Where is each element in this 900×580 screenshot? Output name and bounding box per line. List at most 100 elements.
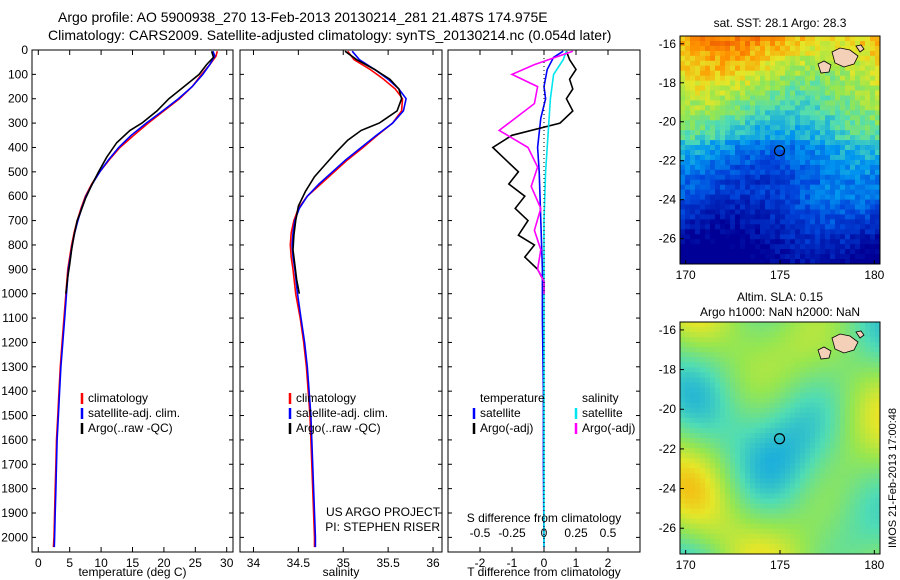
heatmap-cell [710, 543, 716, 550]
heatmap-cell [735, 229, 741, 235]
heatmap-cell [790, 219, 796, 225]
heatmap-cell [850, 199, 856, 206]
heatmap-cell [690, 412, 696, 419]
heatmap-cell [830, 85, 836, 92]
heatmap-cell [685, 259, 691, 264]
heatmap-cell [760, 342, 766, 348]
heatmap-cell [800, 65, 806, 72]
heatmap-cell [750, 322, 756, 328]
heatmap-cell [765, 110, 771, 116]
heatmap-cell [850, 184, 856, 191]
heatmap-cell [800, 45, 806, 52]
heatmap-cell [750, 95, 756, 102]
map-x-tick-label: 180 [864, 268, 884, 282]
heatmap-cell [680, 523, 686, 530]
heatmap-cell [860, 120, 866, 126]
heatmap-cell [760, 45, 766, 52]
heatmap-cell [685, 483, 691, 489]
heatmap-cell [730, 254, 736, 260]
heatmap-cell [720, 214, 726, 220]
heatmap-cell [765, 362, 771, 368]
heatmap-cell [785, 135, 791, 141]
heatmap-cell [765, 498, 771, 505]
heatmap-cell [815, 453, 821, 459]
heatmap-cell [770, 174, 776, 181]
heatmap-cell [735, 169, 741, 176]
heatmap-cell [710, 382, 716, 389]
heatmap-cell [710, 422, 716, 429]
heatmap-cell [745, 209, 751, 216]
heatmap-cell [720, 402, 726, 409]
heatmap-cell [765, 41, 771, 47]
heatmap-cell [695, 36, 701, 42]
heatmap-cell [805, 498, 811, 505]
heatmap-cell [695, 110, 701, 116]
heatmap-cell [755, 402, 761, 409]
heatmap-cell [835, 488, 841, 494]
heatmap-cell [765, 443, 771, 449]
heatmap-cell [755, 382, 761, 389]
heatmap-cell [720, 155, 726, 161]
heatmap-cell [825, 533, 831, 540]
heatmap-cell [830, 347, 836, 353]
heatmap-cell [845, 204, 851, 211]
heatmap-cell [720, 130, 726, 136]
heatmap-cell [760, 538, 766, 545]
heatmap-cell [730, 234, 736, 240]
heatmap-cell [870, 538, 876, 545]
heatmap-cell [750, 468, 756, 474]
heatmap-cell [875, 523, 880, 530]
heatmap-cell [680, 115, 686, 121]
heatmap-cell [795, 135, 801, 141]
heatmap-cell [720, 75, 726, 82]
heatmap-cell [760, 337, 766, 343]
heatmap-cell [810, 513, 816, 520]
heatmap-cell [840, 412, 846, 419]
heatmap-cell [850, 528, 856, 535]
heatmap-cell [685, 412, 691, 419]
heatmap-cell [835, 65, 841, 72]
heatmap-cell [800, 224, 806, 230]
heatmap-cell [705, 422, 711, 429]
heatmap-cell [685, 45, 691, 52]
heatmap-cell [735, 164, 741, 171]
x-tick-label: -1 [507, 556, 518, 570]
heatmap-cell [820, 538, 826, 545]
heatmap-cell [750, 528, 756, 535]
heatmap-cell [875, 372, 880, 378]
heatmap-cell [725, 90, 731, 97]
heatmap-cell [680, 199, 686, 206]
heatmap-cell [790, 254, 796, 260]
heatmap-cell [785, 95, 791, 102]
heatmap-cell [685, 90, 691, 97]
heatmap-cell [735, 204, 741, 211]
heatmap-cell [830, 407, 836, 414]
heatmap-cell [805, 543, 811, 550]
heatmap-cell [800, 95, 806, 102]
heatmap-cell [775, 125, 781, 131]
heatmap-cell [875, 110, 880, 116]
heatmap-cell [845, 327, 851, 333]
heatmap-cell [765, 387, 771, 394]
heatmap-cell [740, 259, 746, 264]
heatmap-cell [715, 488, 721, 494]
heatmap-cell [810, 60, 816, 67]
heatmap-cell [835, 327, 841, 333]
heatmap-cell [755, 229, 761, 235]
heatmap-cell [690, 337, 696, 343]
heatmap-cell [875, 120, 880, 126]
heatmap-cell [695, 254, 701, 260]
heatmap-cell [705, 244, 711, 250]
heatmap-cell [705, 150, 711, 156]
heatmap-cell [745, 549, 751, 554]
heatmap-cell [760, 422, 766, 429]
heatmap-cell [745, 239, 751, 245]
heatmap-cell [860, 382, 866, 389]
heatmap-cell [685, 229, 691, 235]
heatmap-cell [680, 549, 686, 554]
heatmap-cell [870, 483, 876, 489]
heatmap-cell [785, 407, 791, 414]
heatmap-cell [780, 468, 786, 474]
heatmap-cell [810, 140, 816, 146]
heatmap-cell [825, 523, 831, 530]
